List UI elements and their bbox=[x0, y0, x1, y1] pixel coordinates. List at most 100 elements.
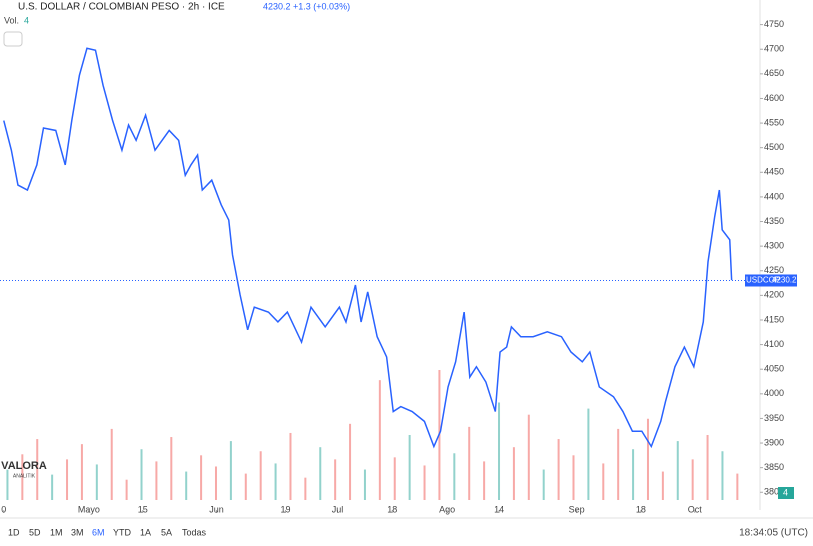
volume-bar bbox=[259, 451, 262, 500]
y-tick-label: 4250 bbox=[764, 265, 784, 275]
volume-bar bbox=[661, 471, 664, 500]
x-tick-label: Ago bbox=[439, 504, 455, 514]
range-button[interactable]: Todas bbox=[182, 527, 207, 537]
x-tick-label: 19 bbox=[280, 504, 290, 514]
y-tick-label: 4600 bbox=[764, 93, 784, 103]
volume-bar bbox=[483, 461, 486, 500]
volume-bar bbox=[229, 441, 232, 500]
x-tick-label: 0 bbox=[1, 504, 6, 514]
volume-bar bbox=[6, 469, 9, 500]
y-tick-label: 4100 bbox=[764, 339, 784, 349]
volume-bar bbox=[36, 439, 39, 500]
volume-bar bbox=[676, 441, 679, 500]
range-button[interactable]: 1D bbox=[8, 527, 20, 537]
vol-label: Vol. bbox=[4, 15, 19, 25]
volume-bar bbox=[736, 473, 739, 500]
y-tick-label: 3800 bbox=[764, 487, 784, 497]
x-tick-label: Mayo bbox=[78, 504, 100, 514]
y-tick-label: 4300 bbox=[764, 241, 784, 251]
x-tick-label: 14 bbox=[494, 504, 504, 514]
volume-bar bbox=[21, 454, 24, 500]
price-tag bbox=[745, 274, 797, 287]
quote: 4230.2 +1.3 (+0.03%) bbox=[263, 1, 350, 11]
y-tick-label: 4050 bbox=[764, 364, 784, 374]
volume-bar bbox=[468, 426, 471, 500]
volume-bar bbox=[617, 428, 620, 500]
y-tick-label: 3900 bbox=[764, 437, 784, 447]
range-button[interactable]: YTD bbox=[113, 527, 132, 537]
x-tick-label: Jul bbox=[332, 504, 344, 514]
y-tick-label: 4750 bbox=[764, 19, 784, 29]
volume-bar bbox=[646, 418, 649, 500]
volume-bar bbox=[453, 453, 456, 500]
volume-bar bbox=[185, 471, 188, 500]
volume-bar bbox=[721, 451, 724, 500]
x-tick-label: 18 bbox=[387, 504, 397, 514]
y-tick-label: 4450 bbox=[764, 167, 784, 177]
volume-bar bbox=[557, 439, 560, 500]
range-button[interactable]: 1A bbox=[140, 527, 151, 537]
y-tick-label: 4200 bbox=[764, 290, 784, 300]
volume-bar bbox=[140, 449, 143, 500]
clock: 18:34:05 (UTC) bbox=[739, 528, 808, 539]
volume-bar bbox=[51, 474, 54, 500]
x-tick-label: 15 bbox=[138, 504, 148, 514]
price-tag-label: 4230.2 bbox=[772, 276, 797, 285]
volume-bar bbox=[66, 459, 69, 500]
y-tick-label: 4700 bbox=[764, 44, 784, 54]
price-tag-symbol: USDCOP bbox=[746, 276, 780, 285]
volume-bar bbox=[214, 466, 217, 500]
volume-bar bbox=[498, 402, 501, 500]
logo-sub: ANALITIK bbox=[13, 473, 36, 479]
volume-bar bbox=[423, 465, 426, 500]
volume-bar bbox=[632, 449, 635, 500]
volume-bar bbox=[706, 435, 709, 500]
volume-bar bbox=[155, 461, 158, 500]
volume-bar bbox=[349, 423, 352, 500]
range-button[interactable]: 6M bbox=[92, 527, 105, 537]
x-tick-label: 18 bbox=[636, 504, 646, 514]
volume-bar bbox=[80, 444, 83, 500]
symbol: U.S. DOLLAR / COLOMBIAN PESO · 2h · ICE bbox=[18, 2, 225, 13]
y-tick-label: 4350 bbox=[764, 216, 784, 226]
volume-bar bbox=[244, 473, 247, 500]
volume-bar bbox=[334, 459, 337, 500]
volume-bar bbox=[542, 469, 545, 500]
volume-bar bbox=[572, 455, 575, 500]
range-button[interactable]: 5A bbox=[161, 527, 172, 537]
x-tick-label: Oct bbox=[688, 504, 703, 514]
x-tick-label: Jun bbox=[209, 504, 224, 514]
logo: VALORA bbox=[1, 460, 47, 472]
volume-bar bbox=[274, 463, 277, 500]
volume-bar bbox=[95, 464, 98, 500]
range-button[interactable]: 1M bbox=[50, 527, 63, 537]
y-tick-label: 4150 bbox=[764, 314, 784, 324]
y-tick-label: 4000 bbox=[764, 388, 784, 398]
volume-bar bbox=[587, 408, 590, 500]
volume-bar bbox=[304, 477, 307, 500]
y-tick-label: 4650 bbox=[764, 68, 784, 78]
vol-value: 4 bbox=[24, 15, 29, 25]
volume-bar bbox=[378, 380, 381, 500]
price-line bbox=[3, 47, 733, 449]
collapse-btn[interactable] bbox=[3, 31, 23, 47]
volume-bar bbox=[527, 414, 530, 500]
volume-bar bbox=[170, 437, 173, 500]
volume-bar bbox=[319, 447, 322, 500]
volume-bar bbox=[200, 455, 203, 500]
y-tick-label: 4500 bbox=[764, 142, 784, 152]
vol-badge-text: 4 bbox=[783, 487, 788, 497]
volume-bar bbox=[393, 457, 396, 500]
range-button[interactable]: 5D bbox=[29, 527, 41, 537]
volume-bar bbox=[691, 459, 694, 500]
y-tick-label: 4550 bbox=[764, 117, 784, 127]
vol-badge bbox=[778, 487, 794, 499]
x-tick-label: Sep bbox=[569, 504, 585, 514]
range-button[interactable]: 3M bbox=[71, 527, 84, 537]
volume-bar bbox=[289, 432, 292, 500]
volume-bar bbox=[512, 447, 515, 500]
volume-bar bbox=[125, 479, 128, 500]
y-tick-label: 4400 bbox=[764, 191, 784, 201]
